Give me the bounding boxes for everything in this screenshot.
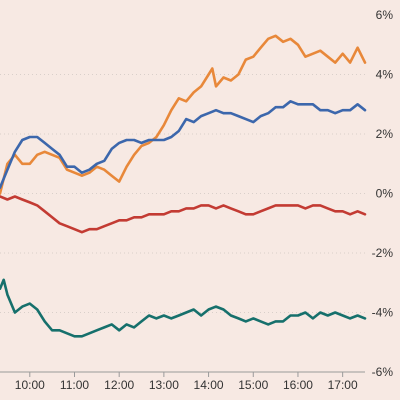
x-tick-label: 14:00	[194, 378, 224, 392]
grid	[0, 74, 365, 313]
y-tick-label: 2%	[376, 127, 394, 141]
x-tick-label: 13:00	[149, 378, 179, 392]
series-group	[0, 34, 367, 338]
y-tick-label: 6%	[376, 8, 394, 22]
series-line-4	[0, 278, 367, 338]
x-tick-label: 15:00	[238, 378, 268, 392]
y-axis: 6% 4% 2% 0% -2% -4% -6%	[372, 8, 394, 379]
x-axis: 10:00 11:00 12:00 13:00 14:00 15:00 16:00 17:00	[0, 371, 365, 392]
y-tick-label: -4%	[372, 306, 394, 320]
series-line-2	[0, 100, 367, 189]
y-tick-label: 4%	[376, 68, 394, 82]
x-tick-label: 11:00	[60, 378, 89, 392]
x-tick-label: 17:00	[328, 378, 358, 392]
x-tick-label: 10:00	[15, 378, 45, 392]
series-line-3	[0, 195, 367, 234]
y-tick-label: 0%	[376, 187, 394, 201]
x-tick-label: 16:00	[283, 378, 313, 392]
x-tick-label: 12:00	[104, 378, 134, 392]
y-tick-label: -6%	[372, 365, 394, 379]
series-line-1	[0, 34, 367, 195]
y-tick-label: -2%	[372, 246, 394, 260]
